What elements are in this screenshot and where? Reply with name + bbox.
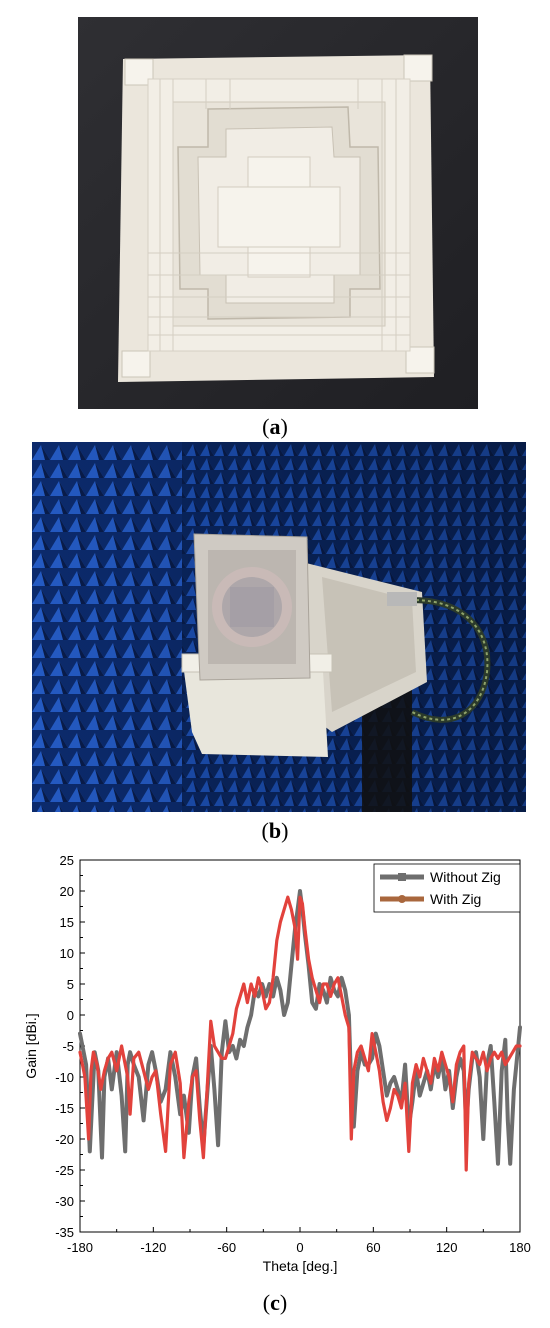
panel-letter-a: a [269, 414, 281, 439]
series-lines [78, 889, 522, 1172]
x-axis-ticks: -180 -120 -60 0 60 120 180 [67, 1227, 531, 1255]
photo-a-illustration [78, 17, 478, 409]
y-tick-label: -35 [55, 1225, 74, 1240]
x-tick-label: 60 [366, 1240, 380, 1255]
legend-box [373, 863, 521, 913]
x-axis-label: Theta [deg.] [263, 1258, 338, 1274]
x-tick-label: 180 [509, 1240, 531, 1255]
series-line-with-zig [78, 895, 522, 1172]
legend-marker-without-zig [398, 873, 406, 881]
y-tick-label: -25 [55, 1163, 74, 1178]
y-tick-label: 0 [67, 1008, 74, 1023]
panel-letter-b: b [268, 818, 282, 843]
y-axis-label: Gain [dBi.] [23, 1013, 39, 1078]
legend: Without Zig With Zig [373, 863, 521, 913]
photo-panel-b [32, 442, 526, 812]
photo-b-illustration [32, 442, 526, 812]
caption-b: (b) [261, 818, 289, 843]
y-tick-label: 20 [60, 884, 74, 899]
legend-label-with-zig: With Zig [430, 891, 481, 907]
y-tick-label: -5 [62, 1039, 74, 1054]
caption-a: (a) [262, 414, 288, 439]
y-tick-label: 25 [60, 853, 74, 868]
y-tick-label: 10 [60, 946, 74, 961]
x-tick-label: -180 [67, 1240, 93, 1255]
y-tick-label: 5 [67, 977, 74, 992]
legend-marker-with-zig [398, 895, 406, 903]
y-tick-label: 15 [60, 915, 74, 930]
y-tick-label: -15 [55, 1101, 74, 1116]
x-tick-label: -120 [140, 1240, 166, 1255]
y-tick-label: -10 [55, 1070, 74, 1085]
legend-label-without-zig: Without Zig [430, 869, 501, 885]
photo-panel-a [78, 17, 478, 409]
caption-c: (c) [262, 1290, 288, 1315]
y-tick-label: -20 [55, 1132, 74, 1147]
y-axis-ticks: 25 20 15 10 5 0 -5 -10 -15 -20 -25 -30 -35 [55, 853, 85, 1240]
x-tick-label: 0 [296, 1240, 303, 1255]
x-tick-label: -60 [217, 1240, 236, 1255]
y-tick-label: -30 [55, 1194, 74, 1209]
chart-panel-c: 25 20 15 10 5 0 -5 -10 -15 -20 -25 -30 -35 -180 -120-… [0, 848, 550, 1288]
panel-letter-c: c [270, 1290, 280, 1315]
x-tick-label: 120 [436, 1240, 458, 1255]
